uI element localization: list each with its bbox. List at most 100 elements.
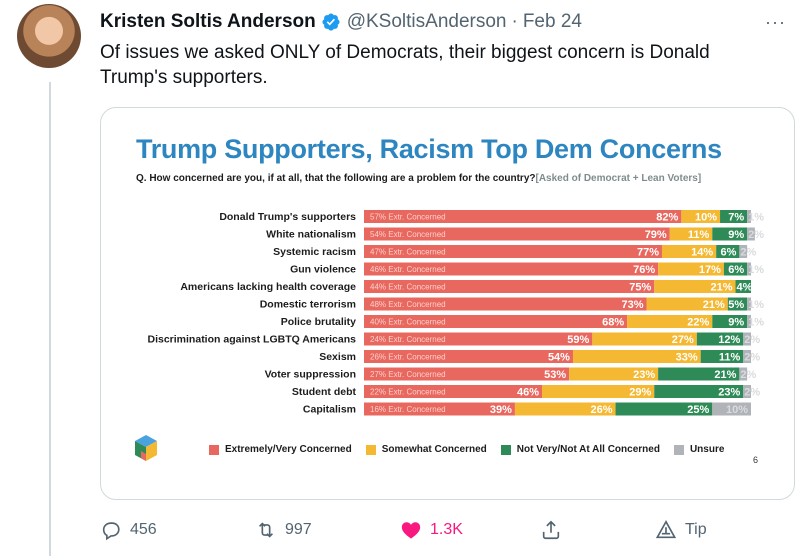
bar-segment [747,210,751,223]
extreme-concern-label: 16% Extr. Concerned [370,405,446,414]
retweet-count: 997 [285,521,312,538]
chart-legend: Extremely/Very Concerned Somewhat Concer… [209,444,724,455]
retweet-button[interactable]: 997 [255,519,400,541]
data-label: 25% [687,404,709,416]
data-label: 9% [728,317,744,329]
data-label: 1% [748,212,764,224]
bar-segment [364,262,659,276]
share-button[interactable] [540,519,655,541]
bar-segment [364,350,573,363]
data-label: 23% [633,369,655,381]
category-label: White nationalism [266,229,356,241]
extreme-concern-label: 54% Extr. Concerned [370,230,446,239]
data-label: 10% [726,404,748,416]
reply-count: 456 [130,521,157,538]
author-name[interactable]: Kristen Soltis Anderson [100,11,316,32]
tip-label: Tip [685,521,707,538]
like-count: 1.3K [430,521,463,538]
bar-segment [747,262,751,276]
bar-segment [646,297,728,311]
bar-segment [735,280,751,293]
bar-segment [572,350,701,363]
data-label: 54% [548,352,570,364]
bar-segment [364,385,543,398]
bar-segment [364,315,628,328]
heart-icon [401,522,421,539]
data-label: 26% [591,404,613,416]
extreme-concern-label: 44% Extr. Concerned [370,283,446,292]
bar-segment [747,227,755,241]
avatar[interactable] [17,4,81,68]
extreme-concern-label: 57% Extr. Concerned [370,213,446,222]
more-options-icon[interactable]: ··· [765,11,786,32]
bar-segment [654,280,736,293]
extreme-concern-label: 27% Extr. Concerned [370,370,446,379]
data-label: 11% [719,352,741,364]
bar-segment [723,262,748,276]
separator-dot: · [511,11,518,32]
data-label: 6% [728,264,744,276]
data-label: 75% [629,282,651,294]
page-number: 6 [753,455,759,465]
data-label: 53% [544,369,566,381]
bar-segment [712,227,748,241]
data-label: 29% [629,387,651,399]
bar-segment [569,367,659,381]
data-label: 21% [710,282,732,294]
category-label: Student debt [292,386,357,398]
data-label: 77% [637,247,659,259]
question-note: [Asked of Democrat + Lean Voters] [535,173,702,184]
data-label: 23% [718,387,740,399]
data-label: 6% [720,247,736,259]
category-label: Gun violence [290,264,356,276]
category-label: Voter suppression [265,369,356,381]
data-label: 1% [748,317,764,329]
bar-segment [747,315,751,328]
data-label: 2% [748,229,764,241]
question-text: Q. How concerned are you, if at all, tha… [136,173,536,184]
category-label: Systemic racism [273,246,356,258]
data-label: 33% [676,352,698,364]
data-label: 14% [691,247,713,259]
data-label: 17% [699,264,721,276]
category-label: Donald Trump's supporters [219,211,356,223]
stacked-bar-chart: Donald Trump's supporters 82% 10% 7% 1% 57% E… [148,210,764,416]
bar-segment [364,227,670,241]
data-label: 27% [672,334,694,346]
bar-segment [658,367,740,381]
category-label: Police brutality [281,316,356,328]
legend-item-concerned: Extremely/Very Concerned [209,444,352,455]
author-handle[interactable]: @KSoltisAnderson [346,11,507,32]
data-label: 22% [687,317,709,329]
bar-segment [364,245,662,258]
data-label: 82% [656,212,678,224]
share-icon [542,520,560,540]
bar-segment [739,367,748,381]
bar-segment [658,262,724,276]
bar-segment [364,367,570,381]
reply-button[interactable]: 456 [100,519,255,541]
tweet-media-card[interactable]: Trump Supporters, Racism Top Dem Concern… [100,107,795,500]
bar-segment [364,297,647,311]
bar-segment [743,332,751,346]
bar-segment [747,297,751,311]
logo-icon [133,434,159,464]
data-label: 39% [490,404,512,416]
bar-segment [712,402,751,416]
bar-segment [364,332,593,346]
data-label: 1% [748,299,764,311]
bar-segment [700,350,744,363]
data-label: 2% [744,387,760,399]
like-button[interactable]: 1.3K [400,519,540,541]
chart-title: Trump Supporters, Racism Top Dem Concern… [136,134,722,164]
data-label: 21% [703,299,725,311]
bar-segment [743,350,751,363]
tweet-date[interactable]: Feb 24 [522,11,582,32]
tip-button[interactable]: Tip [655,519,707,541]
bar-segment [514,402,616,416]
thread-line [49,82,51,556]
category-label: Domestic terrorism [260,299,356,311]
data-label: 73% [621,299,643,311]
bar-segment [681,210,721,223]
legend-item-unsure: Unsure [673,444,724,455]
